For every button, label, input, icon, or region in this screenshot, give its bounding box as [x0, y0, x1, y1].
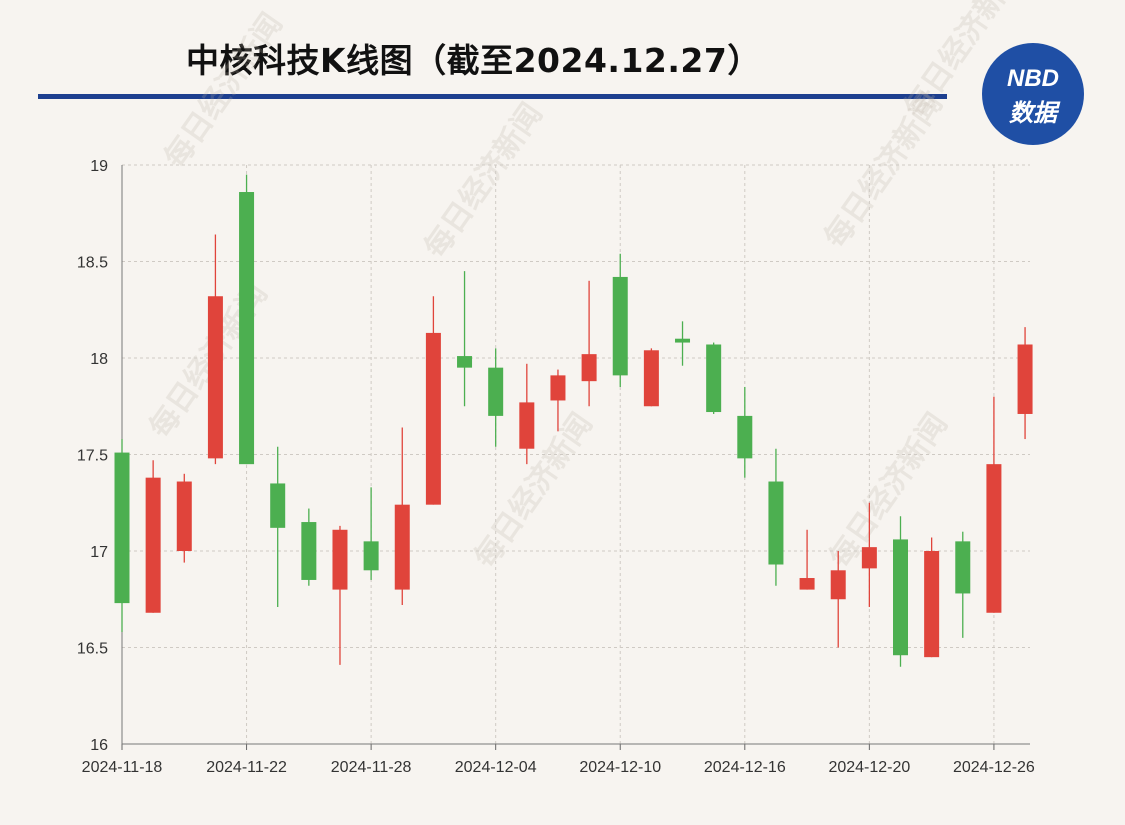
- candle-body-down: [675, 338, 691, 343]
- candle-body-down: [114, 452, 130, 604]
- candle-body-down: [457, 356, 473, 368]
- candle-body-up: [425, 332, 441, 505]
- logo-text-nbd: NBD: [1007, 65, 1059, 92]
- candle-body-down: [488, 367, 504, 416]
- logo-text-data: 数据: [1009, 99, 1057, 127]
- candle-body-down: [737, 415, 753, 459]
- x-tick-label: 2024-11-22: [206, 759, 287, 776]
- candle-body-up: [394, 504, 410, 590]
- candle-body-up: [581, 354, 597, 382]
- watermark-text: 每日经济新闻: [158, 7, 290, 175]
- watermark-text: 每日经济新闻: [823, 407, 955, 575]
- candle-body-down: [706, 344, 722, 413]
- y-tick-label: 16: [90, 737, 108, 754]
- x-tick-label: 2024-11-18: [82, 759, 163, 776]
- candle-body-up: [519, 402, 535, 449]
- y-tick-label: 18.5: [77, 255, 108, 272]
- candle-body-down: [893, 539, 908, 656]
- candle-body-up: [207, 296, 223, 459]
- candle-body-up: [861, 547, 877, 569]
- candle-body-down: [612, 276, 628, 376]
- candle-body-up: [799, 578, 815, 590]
- candle-body-up: [550, 375, 566, 401]
- y-tick-label: 17: [90, 544, 108, 561]
- candle-body-up: [332, 529, 348, 590]
- candle-body-up: [176, 481, 192, 551]
- y-tick-label: 19: [90, 158, 108, 175]
- candle-body-up: [924, 551, 940, 658]
- x-tick-label: 2024-12-10: [579, 759, 661, 776]
- candle-body-down: [301, 522, 317, 580]
- candle-body-up: [830, 570, 846, 600]
- watermark-text: 每日经济新闻: [418, 97, 550, 265]
- candle-body-up: [986, 464, 1002, 613]
- title-underline: [38, 94, 947, 99]
- watermark-text: 每日经济新闻: [898, 0, 1030, 125]
- x-tick-label: 2024-12-04: [455, 759, 537, 776]
- candle-body-down: [239, 192, 255, 465]
- candle-body-up: [643, 350, 659, 407]
- x-tick-label: 2024-12-20: [828, 759, 910, 776]
- candle-body-down: [270, 483, 286, 528]
- x-tick-label: 2024-12-26: [953, 759, 1035, 776]
- y-tick-label: 18: [90, 351, 108, 368]
- nbd-data-logo: NBD 数据: [982, 43, 1084, 145]
- candle-body-up: [145, 477, 161, 613]
- y-tick-label: 17.5: [77, 448, 108, 465]
- candle-body-up: [1017, 344, 1033, 414]
- x-tick-label: 2024-11-28: [331, 759, 412, 776]
- candle-body-down: [768, 481, 784, 565]
- x-tick-label: 2024-12-16: [704, 759, 786, 776]
- chart-title: 中核科技K线图（截至2024.12.27）: [186, 41, 761, 80]
- candle-body-down: [955, 541, 971, 594]
- candle-body-down: [363, 541, 379, 571]
- y-tick-label: 16.5: [77, 641, 108, 658]
